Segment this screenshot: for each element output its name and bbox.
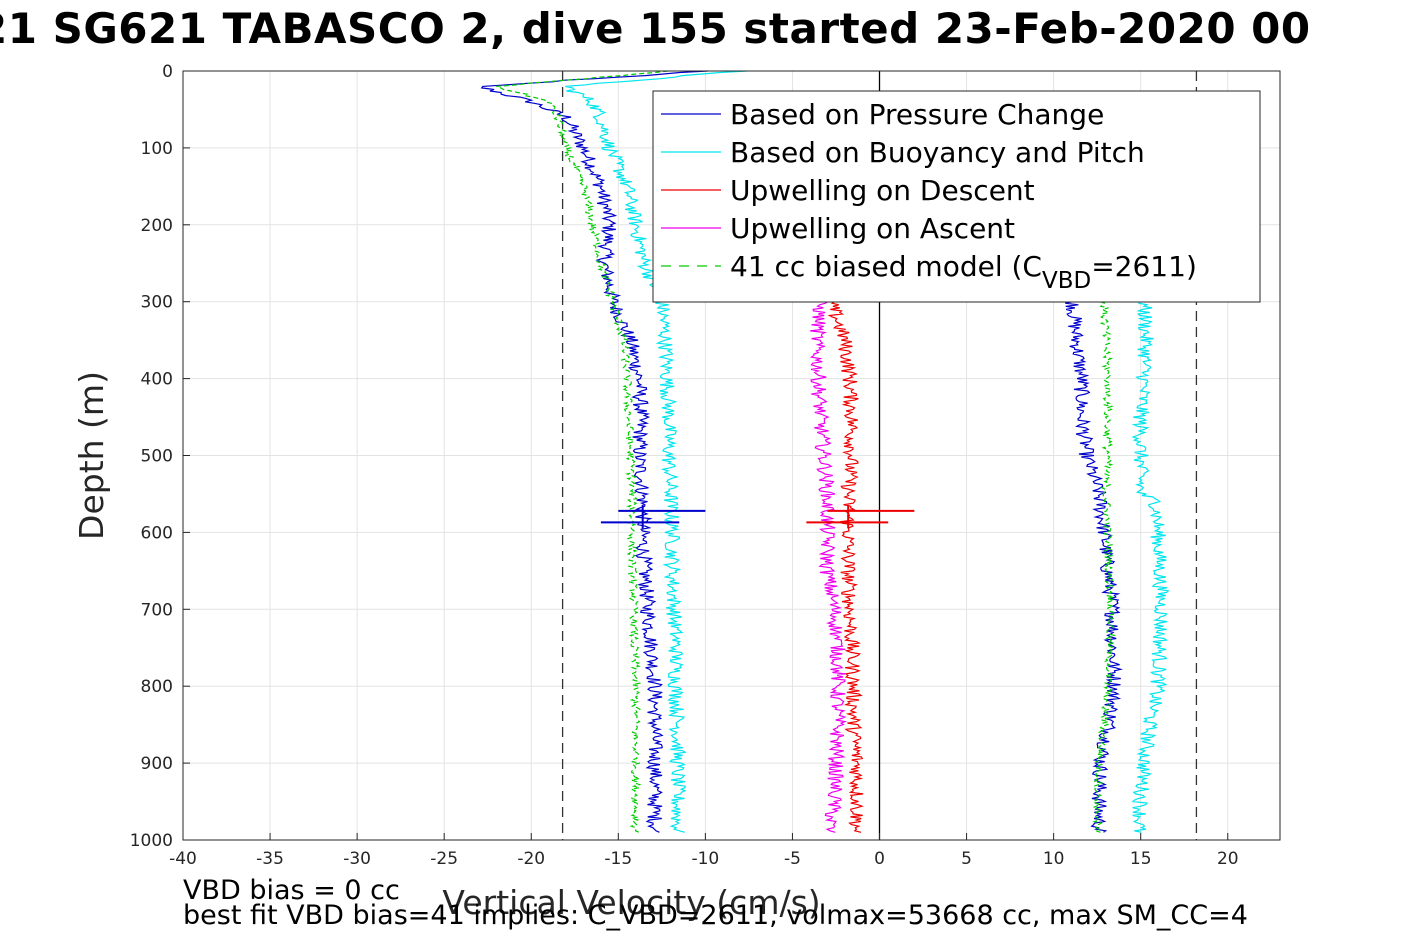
- series-ascent-line: [1091, 301, 1117, 833]
- y-tick-label: 200: [141, 216, 173, 236]
- x-tick-label: 20: [1217, 849, 1239, 869]
- x-tick-label: -5: [784, 849, 801, 869]
- y-tick-label: 900: [141, 754, 173, 774]
- y-tick-label: 800: [141, 677, 173, 697]
- x-axis-label: Vertical Velocity (cm/s): [442, 883, 820, 922]
- y-tick-label: 300: [141, 293, 173, 313]
- legend-label: Based on Pressure Change: [730, 98, 1104, 131]
- x-tick-label: -15: [604, 849, 632, 869]
- series-ascent-line: [1065, 301, 1124, 833]
- legend-box: [652, 90, 1261, 303]
- y-tick-label: 0: [162, 62, 173, 82]
- footer-best-fit: best fit VBD bias=41 implies: C_VBD=2611…: [183, 900, 1248, 931]
- series-descent-line: [565, 70, 747, 833]
- series-descent-line: [480, 70, 708, 833]
- x-tick-label: -25: [430, 849, 458, 869]
- series-descent-line: [496, 70, 669, 833]
- x-tick-label: -40: [169, 849, 197, 869]
- x-tick-label: -10: [691, 849, 719, 869]
- y-tick-label: 1000: [130, 831, 173, 851]
- axis-ticks: -40 -35 -30 -25 -20 -15 -10 -5 0 5 10 15 20010020030…: [130, 62, 1239, 869]
- x-tick-label: 10: [1043, 849, 1065, 869]
- y-tick-label: 600: [141, 523, 173, 543]
- x-tick-label: -30: [343, 849, 371, 869]
- series-lines: [480, 70, 1170, 833]
- y-tick-label: 500: [141, 447, 173, 467]
- x-tick-label: 5: [961, 849, 972, 869]
- y-tick-label: 400: [141, 370, 173, 390]
- chart-title-text: 21 SG621 TABASCO 2, dive 155 started 23-…: [0, 4, 1311, 53]
- series-ascent-line: [809, 301, 848, 833]
- error-bars: [600, 504, 915, 529]
- y-tick-label: 100: [141, 139, 173, 159]
- x-tick-label: 15: [1130, 849, 1152, 869]
- series-ascent-line: [1131, 301, 1170, 833]
- legend-label: Based on Buoyancy and Pitch: [730, 136, 1145, 169]
- legend-label: Upwelling on Ascent: [730, 212, 1015, 245]
- legend: Based on Pressure Change Based on Buoyanc…: [652, 90, 1261, 303]
- chart-title: 21 SG621 TABASCO 2, dive 155 started 23-…: [0, 0, 1417, 60]
- footer-vbd-bias: VBD bias = 0 cc: [183, 875, 400, 906]
- x-tick-label: -35: [256, 849, 284, 869]
- legend-label: Upwelling on Descent: [730, 174, 1035, 207]
- x-tick-label: 0: [874, 849, 885, 869]
- y-axis-label: Depth (m): [72, 371, 111, 540]
- x-tick-label: -20: [517, 849, 545, 869]
- series-descent-line: [827, 301, 864, 833]
- y-tick-label: 700: [141, 600, 173, 620]
